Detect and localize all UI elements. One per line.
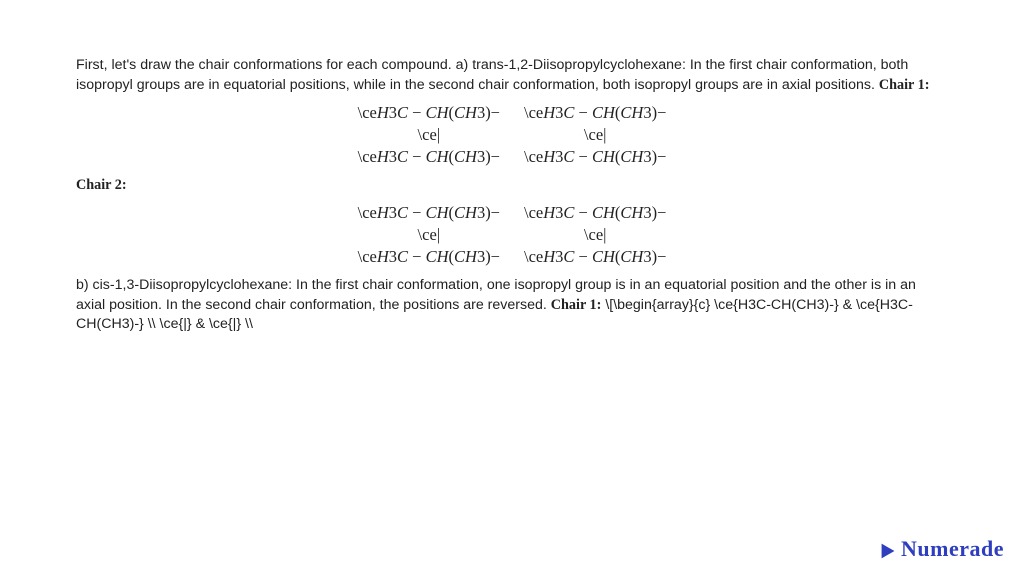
- chem-cell: \ceH3C − CH(CH3)−: [346, 102, 512, 124]
- chem-cell: \ce|: [512, 124, 678, 146]
- chem-cell: \ceH3C − CH(CH3)−: [346, 202, 512, 224]
- part-b-chair1-label: Chair 1:: [551, 297, 602, 313]
- table-row: \ceH3C − CH(CH3)− \ceH3C − CH(CH3)−: [346, 246, 679, 268]
- chair2-label: Chair 2:: [76, 177, 127, 193]
- table-row: \ceH3C − CH(CH3)− \ceH3C − CH(CH3)−: [346, 146, 679, 168]
- table-row: \ceH3C − CH(CH3)− \ceH3C − CH(CH3)−: [346, 102, 679, 124]
- chem-cell: \ceH3C − CH(CH3)−: [346, 146, 512, 168]
- chem-cell: \ceH3C − CH(CH3)−: [512, 246, 678, 268]
- play-icon: [877, 540, 899, 562]
- part-b-paragraph: b) cis-1,3-Diisopropylcyclohexane: In th…: [76, 276, 948, 336]
- chem-cell: \ceH3C − CH(CH3)−: [512, 202, 678, 224]
- chair2-block: \ceH3C − CH(CH3)− \ceH3C − CH(CH3)− \ce|…: [76, 202, 948, 268]
- brand-logo: Numerade: [877, 536, 1004, 562]
- chair2-table: \ceH3C − CH(CH3)− \ceH3C − CH(CH3)− \ce|…: [346, 202, 679, 268]
- chair1-block: \ceH3C − CH(CH3)− \ceH3C − CH(CH3)− \ce|…: [76, 102, 948, 168]
- chem-cell: \ce|: [346, 124, 512, 146]
- intro-text: First, let's draw the chair conformation…: [76, 57, 908, 93]
- chem-cell: \ce|: [346, 224, 512, 246]
- chem-cell: \ceH3C − CH(CH3)−: [346, 246, 512, 268]
- table-row: \ceH3C − CH(CH3)− \ceH3C − CH(CH3)−: [346, 202, 679, 224]
- table-row: \ce| \ce|: [346, 124, 679, 146]
- brand-name: Numerade: [901, 536, 1004, 562]
- document-body: First, let's draw the chair conformation…: [0, 0, 1024, 335]
- chem-cell: \ce|: [512, 224, 678, 246]
- chair2-paragraph: Chair 2:: [76, 176, 948, 196]
- chem-cell: \ceH3C − CH(CH3)−: [512, 146, 678, 168]
- intro-paragraph: First, let's draw the chair conformation…: [76, 56, 948, 96]
- chair1-table: \ceH3C − CH(CH3)− \ceH3C − CH(CH3)− \ce|…: [346, 102, 679, 168]
- chair1-label: Chair 1:: [879, 77, 930, 93]
- table-row: \ce| \ce|: [346, 224, 679, 246]
- chem-cell: \ceH3C − CH(CH3)−: [512, 102, 678, 124]
